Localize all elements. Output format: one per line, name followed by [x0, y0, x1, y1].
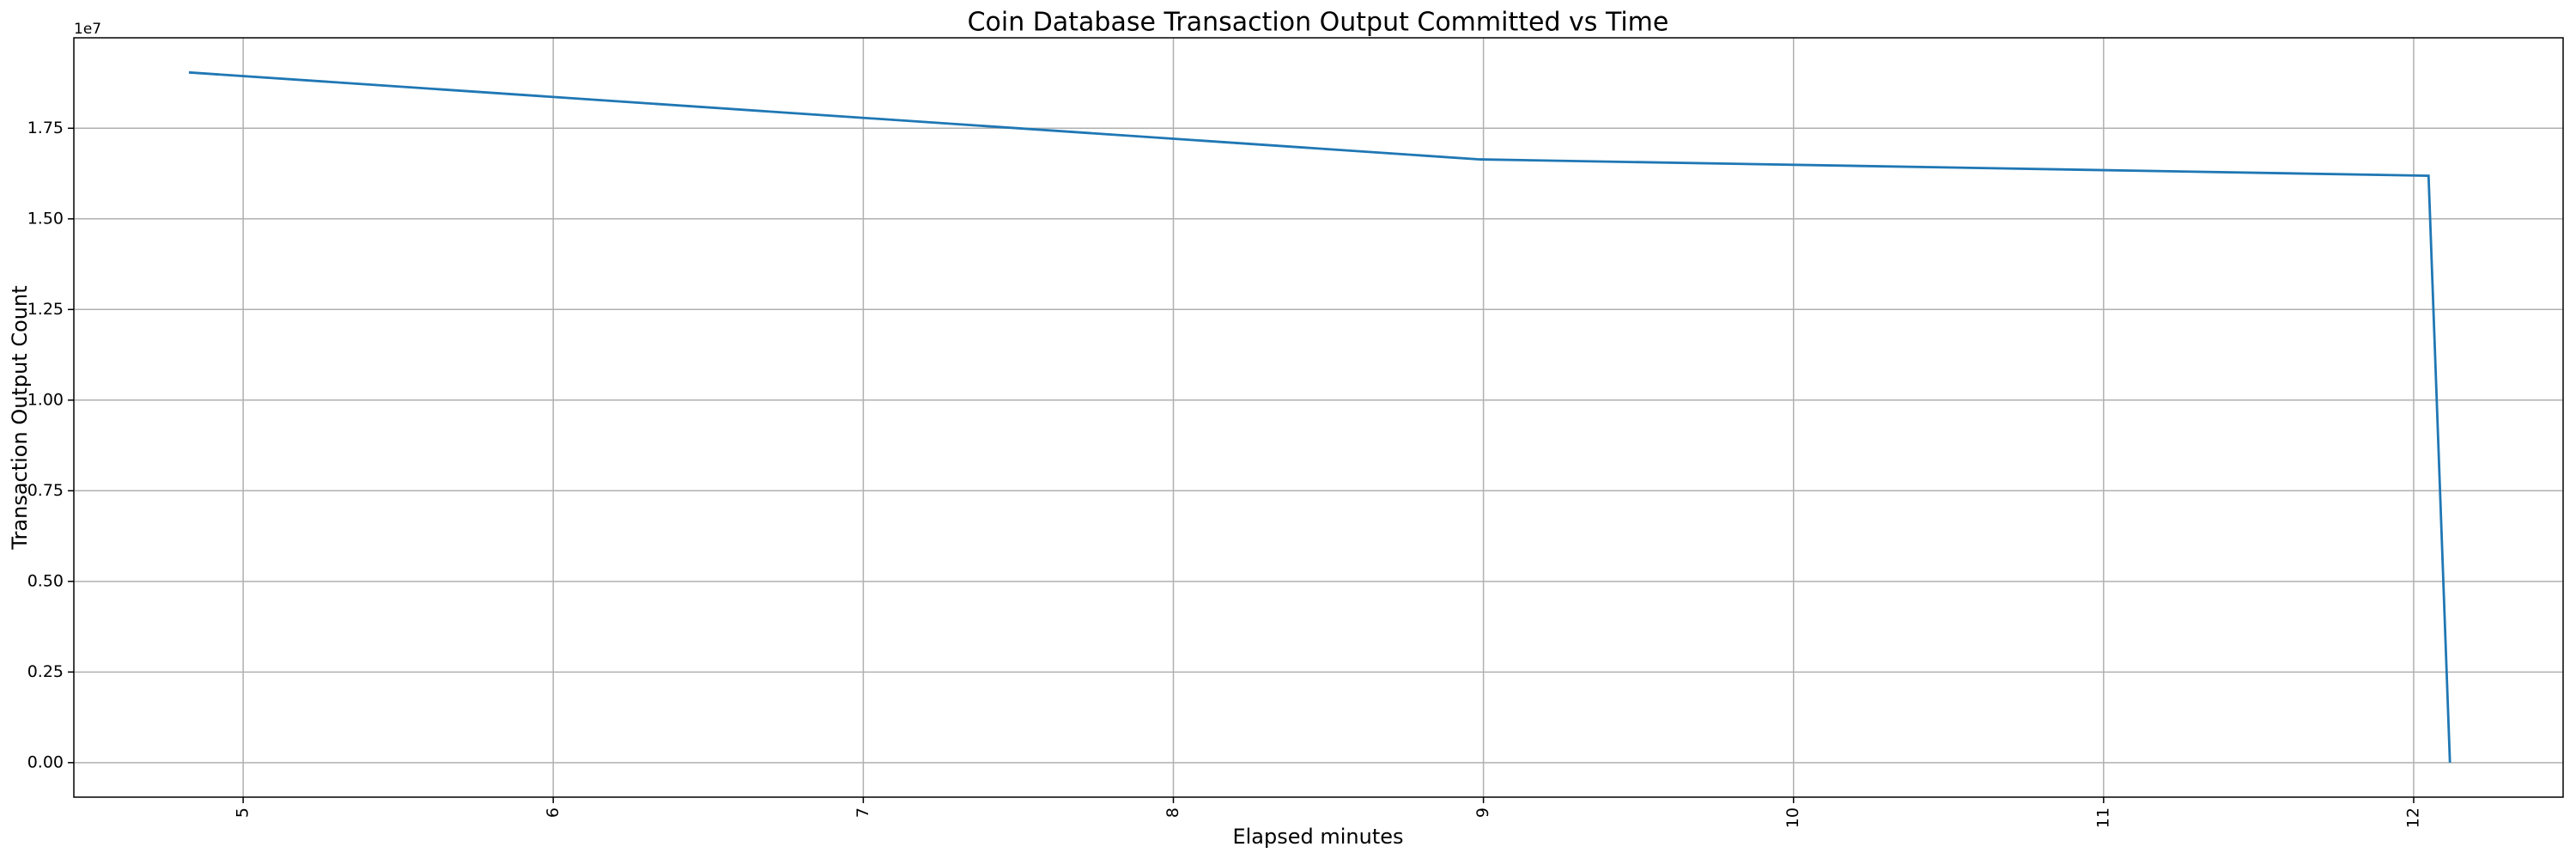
y-tick-label: 0.25 [27, 662, 64, 681]
y-axis-label: Transaction Output Count [8, 285, 32, 550]
x-tick-label: 12 [2403, 807, 2422, 828]
x-tick-label: 8 [1163, 807, 1182, 818]
y-tick-label: 0.00 [27, 752, 64, 771]
x-tick-label: 6 [544, 807, 562, 818]
x-tick-label: 9 [1473, 807, 1492, 818]
x-tick-label: 11 [2093, 807, 2112, 828]
y-tick-label: 0.50 [27, 571, 64, 590]
y-tick-label: 1.50 [27, 209, 64, 228]
x-tick-label: 7 [854, 807, 872, 818]
x-tick-label: 5 [234, 807, 252, 818]
x-axis-label: Elapsed minutes [1232, 825, 1403, 849]
y-tick-label: 1.25 [27, 300, 64, 319]
plot-frame [73, 37, 2564, 798]
y-offset-label: 1e7 [74, 21, 101, 38]
y-tick-label: 1.75 [27, 119, 64, 137]
y-tick-label: 1.00 [27, 390, 64, 409]
x-tick-label: 10 [1783, 807, 1802, 828]
chart-title: Coin Database Transaction Output Committ… [968, 8, 1669, 38]
y-tick-label: 0.75 [27, 481, 64, 500]
data-line [188, 70, 2451, 763]
